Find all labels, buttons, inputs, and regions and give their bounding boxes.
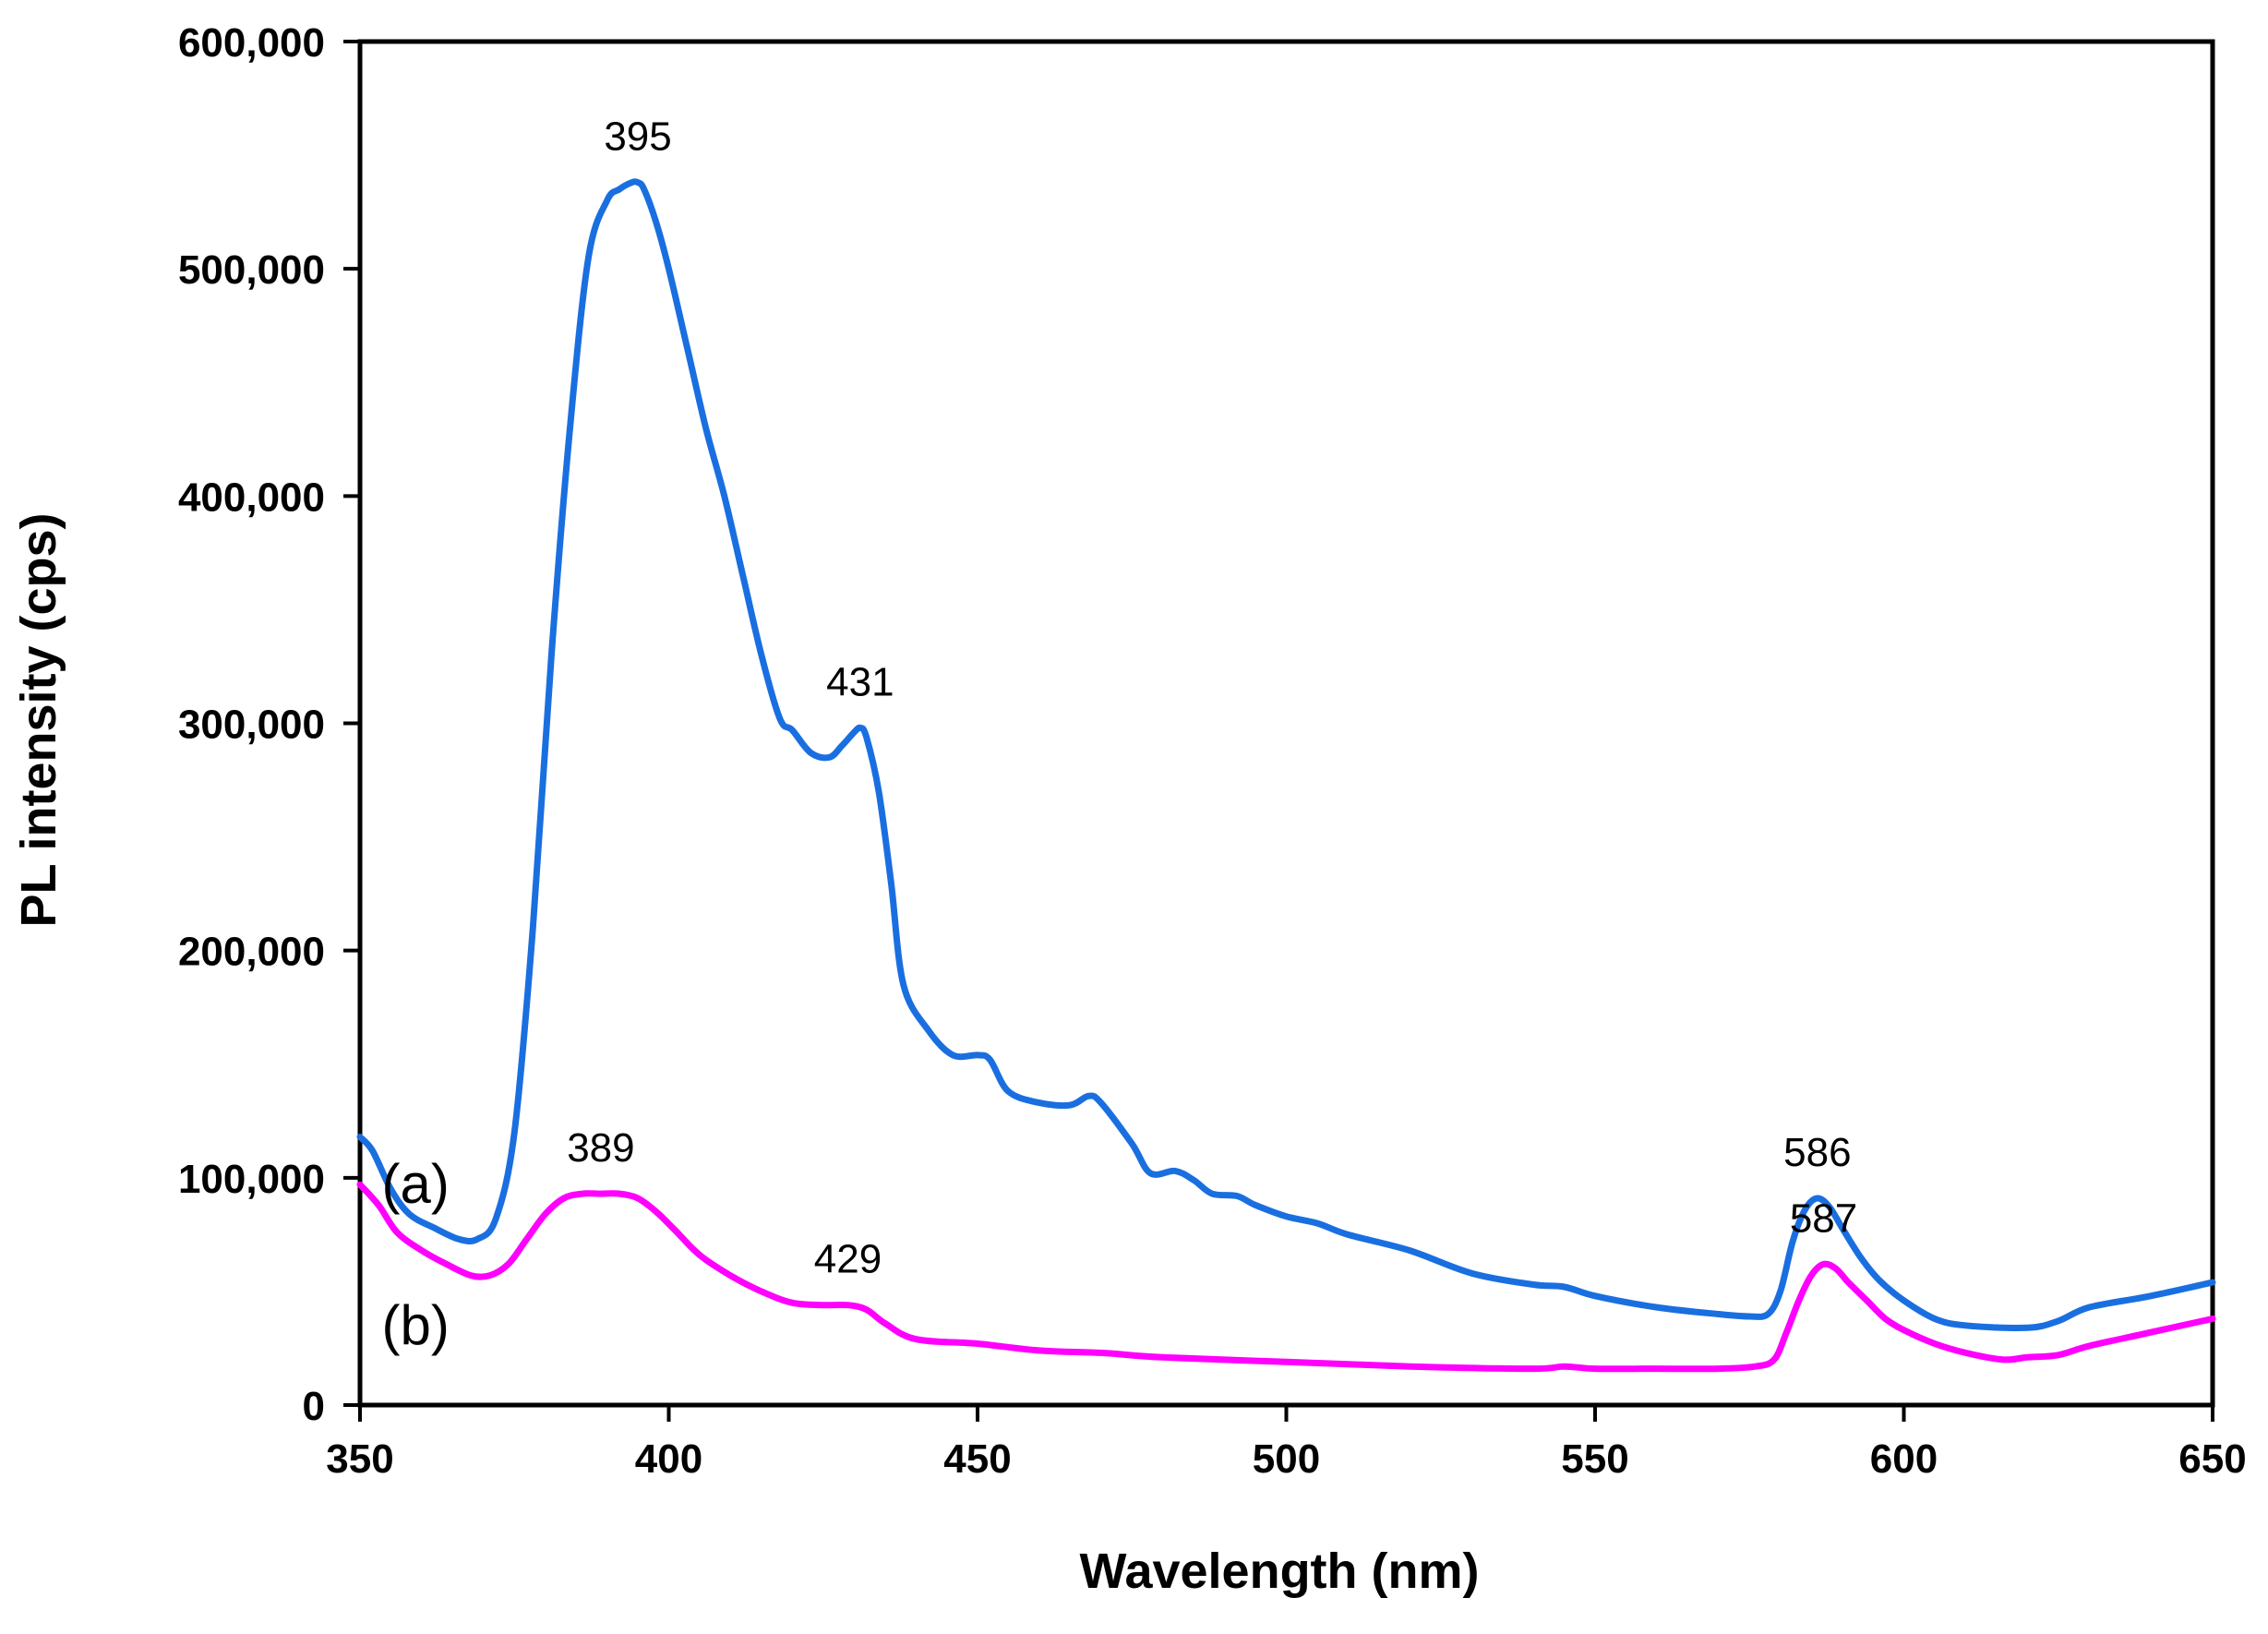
x-tick-label: 600 [1870, 1436, 1938, 1482]
peak-label-586: 586 [1783, 1130, 1851, 1175]
y-tick-label: 400,000 [178, 475, 325, 520]
y-tick-label: 0 [303, 1384, 325, 1429]
peak-label-395: 395 [604, 114, 671, 160]
y-tick-label: 200,000 [178, 930, 325, 975]
peak-label-429: 429 [814, 1237, 882, 1282]
peak-label-389: 389 [567, 1125, 634, 1171]
peak-label-587: 587 [1790, 1195, 1857, 1241]
y-tick-label: 300,000 [178, 703, 325, 748]
y-tick-label: 500,000 [178, 247, 325, 293]
x-tick-label: 350 [326, 1436, 393, 1482]
series-line-a [356, 178, 2216, 1332]
y-axis-title: PL intensity (cps) [11, 512, 66, 927]
series-label-a: (a) [382, 1153, 450, 1215]
peak-label-431: 431 [826, 659, 894, 704]
x-tick-label: 400 [635, 1436, 702, 1482]
y-tick-label: 100,000 [178, 1157, 325, 1202]
series-layer [356, 178, 2216, 1373]
x-tick-label: 650 [2178, 1436, 2246, 1482]
series-label-b: (b) [382, 1294, 450, 1356]
x-tick-label: 500 [1253, 1436, 1320, 1482]
series-line-b [356, 1181, 2216, 1373]
ticks-layer: 350 400 450 500 550 600 650 0 100,000 200,000 300,… [178, 20, 2247, 1482]
x-tick-label: 450 [943, 1436, 1011, 1482]
x-tick-label: 550 [1561, 1436, 1628, 1482]
annotation-layer: 395 431 389 429 586 587 (a) (b) [382, 114, 1858, 1356]
x-axis-title: Wavelength (nm) [1079, 1544, 1479, 1599]
y-tick-label: 600,000 [178, 20, 325, 66]
